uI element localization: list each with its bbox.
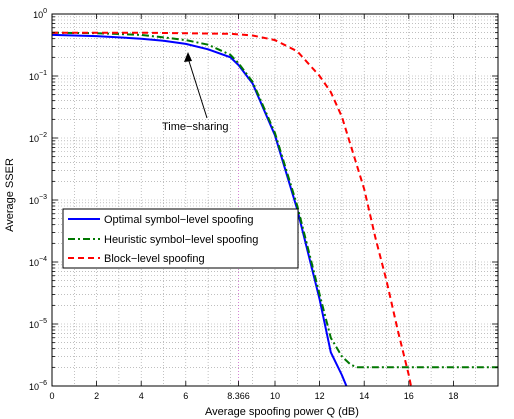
annotation-text: Time−sharing: [162, 121, 229, 133]
heuristic-series-line: [51, 31, 498, 369]
series-lines: [51, 31, 498, 387]
x-tick-label: 8.366: [227, 391, 250, 401]
legend-label-optimal: Optimal symbol−level spoofing: [104, 214, 254, 226]
annotation-arrow-line: [187, 57, 208, 119]
legend-label-block: Block−level spoofing: [104, 253, 205, 265]
optimal-series-line: [51, 33, 348, 387]
y-tick-label: 10−4: [29, 256, 47, 268]
x-tick-label: 14: [359, 391, 369, 401]
y-tick-label: 10−1: [29, 70, 47, 82]
x-tick-label: 12: [315, 391, 325, 401]
y-tick-label: 10−5: [29, 318, 47, 330]
annotation-arrow-head: [184, 52, 192, 62]
y-tick-label: 100: [33, 8, 47, 20]
x-tick-labels: 0 2 4 6 8.366 10 12 14 16 18: [49, 391, 458, 401]
x-tick-label: 0: [49, 391, 54, 401]
legend-label-heuristic: Heuristic symbol−level spoofing: [104, 234, 258, 246]
x-tick-label: 18: [448, 391, 458, 401]
y-tick-label: 10−2: [29, 132, 47, 144]
y-tick-label: 10−6: [29, 380, 47, 392]
y-tick-labels: 100 10−1 10−2 10−3 10−4 10−5 10−6: [29, 8, 47, 392]
y-axis-label: Average SSER: [4, 158, 16, 232]
annotation: Time−sharing: [162, 52, 229, 133]
legend: Optimal symbol−level spoofing Heuristic …: [62, 208, 299, 269]
x-tick-label: 2: [94, 391, 99, 401]
legend-box: [62, 208, 299, 269]
x-axis-label: Average spoofing power Q (dB): [205, 406, 359, 418]
x-tick-label: 16: [404, 391, 414, 401]
x-tick-label: 10: [270, 391, 280, 401]
x-tick-label: 4: [139, 391, 144, 401]
block-series-line: [52, 31, 412, 387]
axis-ticks: [51, 13, 498, 387]
x-tick-label: 6: [183, 391, 188, 401]
y-tick-label: 10−3: [29, 194, 47, 206]
